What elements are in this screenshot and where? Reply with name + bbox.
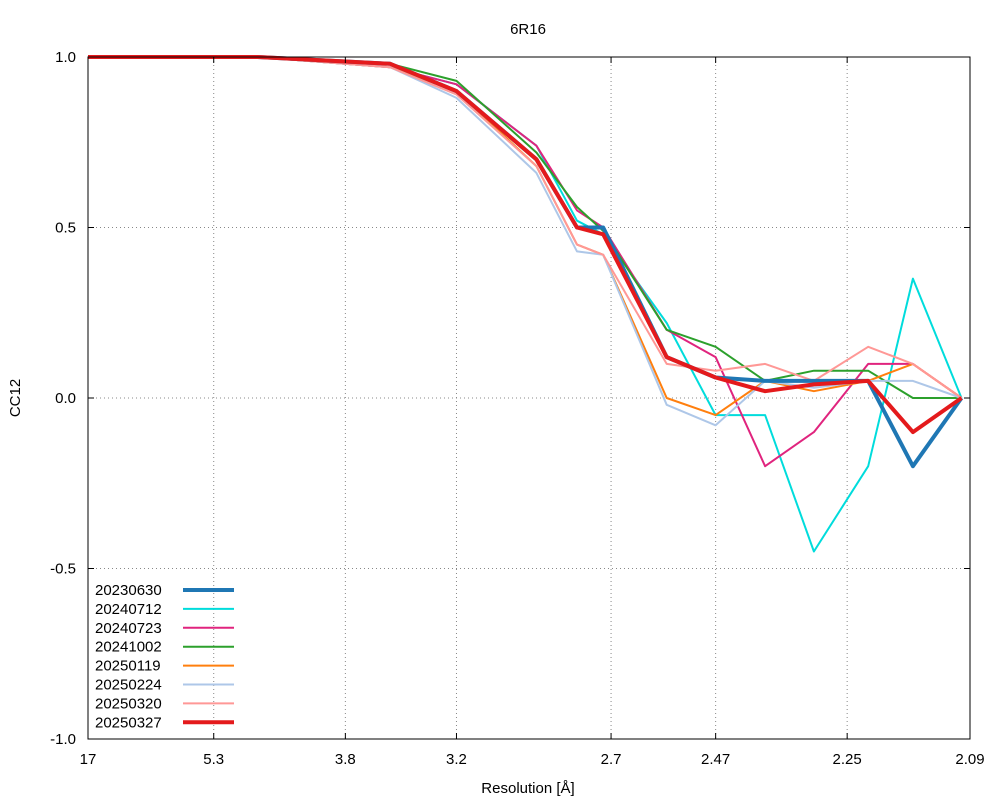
legend-label: 20250320 [95,695,162,712]
series-line-20250320 [88,56,963,399]
legend-label: 20250224 [95,677,162,694]
series-line-20230630 [88,55,964,469]
legend: 20230630 20240712 20240723 20241002 20250119… [95,582,234,731]
series-line-20240723 [88,56,963,468]
y-tick-label: -0.5 [50,561,76,578]
legend-label: 20250119 [95,658,161,675]
x-tick-label: 2.09 [955,751,984,768]
series-line-20250327 [88,55,963,435]
x-tick-label: 2.25 [833,751,862,768]
series-lines [88,55,964,553]
x-tick-label: 17 [80,751,97,768]
x-tick-label: 2.7 [601,751,622,768]
legend-label: 20241002 [95,639,162,656]
legend-label: 20230630 [95,582,162,599]
legend-label: 20240712 [95,601,162,618]
legend-label: 20250327 [95,714,162,731]
axis-ticks: 1.0 0.5 0.0 -0.5 -1.017 5.3 3.8 3.2 2.7 2.47 2.25 2… [50,49,984,768]
y-tick-label: -1.0 [50,731,76,748]
y-tick-label: 0.5 [55,220,76,237]
x-tick-label: 2.47 [701,751,730,768]
x-tick-label: 5.3 [203,751,224,768]
series-line-20240712 [88,56,963,553]
series-line-20250119 [88,56,963,417]
x-axis-label: Resolution [Å] [481,780,574,797]
legend-label: 20240723 [95,620,162,637]
y-axis-label: CC12 [7,379,24,417]
x-tick-label: 3.8 [335,751,356,768]
x-tick-label: 3.2 [446,751,467,768]
chart-title: 6R16 [510,21,546,38]
y-tick-label: 1.0 [55,49,76,66]
y-tick-label: 0.0 [55,390,76,407]
